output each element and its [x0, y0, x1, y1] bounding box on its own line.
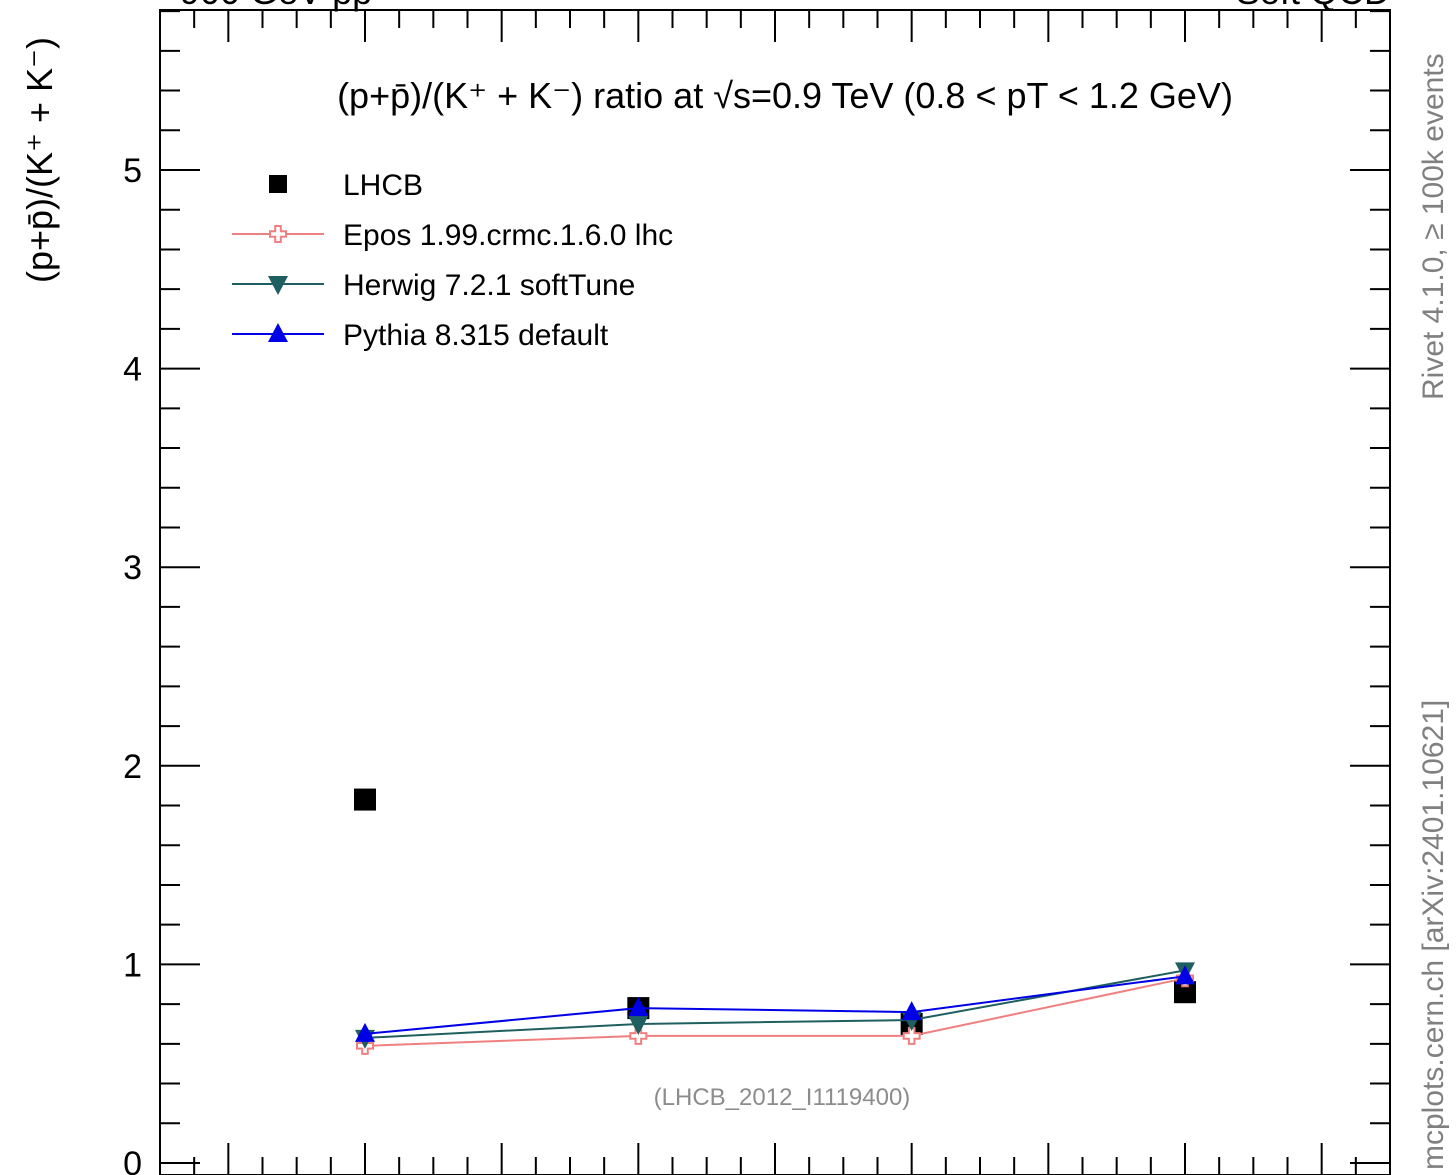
x-axis: [193, 10, 1357, 1175]
data-point-epos: [902, 1026, 921, 1045]
y-tick-label: 4: [123, 351, 142, 389]
series-line-pythia: [364, 975, 1186, 1035]
y-tick-label: 0: [123, 1145, 142, 1175]
legend-marker-pythia: [268, 323, 288, 342]
legend-label-pythia: Pythia 8.315 default: [343, 319, 609, 352]
data-point-lhcb: [354, 788, 376, 811]
legend: LHCB Epos 1.99.crmc.1.6.0 lhc Herwig 7.2.1…: [232, 169, 673, 352]
y-axis: 0 1 2 3 4 5: [123, 10, 1390, 1175]
mcplots-label: mcplots.cern.ch [arXiv:2401.10621]: [1417, 700, 1450, 1170]
legend-marker-epos: [269, 225, 287, 243]
legend-marker-herwig: [268, 276, 288, 295]
rivet-label: Rivet 4.1.0, ≥ 100k events: [1417, 53, 1450, 400]
analysis-reference: (LHCB_2012_I1119400): [654, 1084, 911, 1111]
y-tick-label: 2: [123, 748, 142, 786]
legend-label-lhcb: LHCB: [343, 169, 423, 202]
y-tick-label: 3: [123, 549, 142, 587]
legend-marker-lhcb: [269, 175, 287, 193]
series-line-epos: [364, 977, 1186, 1047]
y-tick-label: 5: [123, 152, 142, 190]
data-point-pythia: [901, 1001, 922, 1021]
series-layer: [354, 788, 1196, 1055]
legend-label-herwig: Herwig 7.2.1 softTune: [343, 269, 635, 302]
data-point-herwig: [628, 1015, 649, 1035]
data-point-pythia: [355, 1022, 375, 1042]
data-point-lhcb: [1174, 981, 1196, 1004]
data-point-pythia: [628, 997, 649, 1017]
legend-label-epos: Epos 1.99.crmc.1.6.0 lhc: [343, 219, 673, 252]
data-point-epos: [629, 1026, 648, 1045]
y-tick-label: 1: [123, 946, 142, 984]
chart-title: (p+p̄)/(K⁺ + K⁻) ratio at √s=0.9 TeV (0.…: [337, 75, 1233, 116]
y-axis-label: (p+p̄)/(K⁺ + K⁻): [19, 37, 60, 283]
data-point-pythia: [1175, 965, 1195, 985]
